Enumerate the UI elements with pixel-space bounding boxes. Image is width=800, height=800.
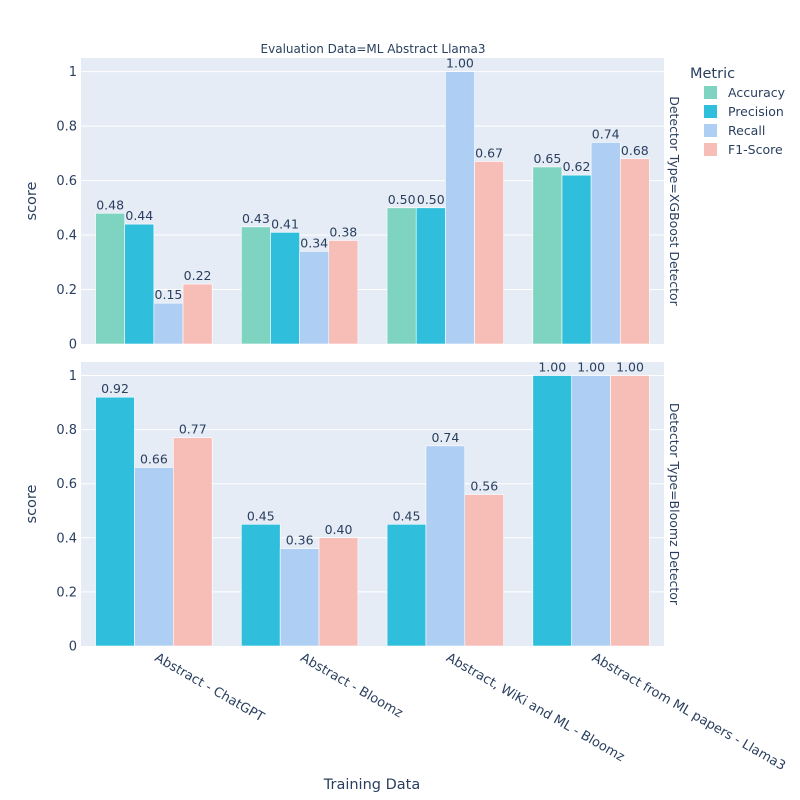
data-label: 0.40 (325, 522, 353, 537)
bar-precision (270, 232, 300, 345)
bar-recall (279, 548, 320, 647)
y-axis-title: score (24, 181, 40, 220)
data-label: 0.68 (621, 143, 649, 158)
legend-title: Metric (690, 66, 735, 82)
bar-precision (241, 523, 281, 647)
data-label: 0.92 (101, 381, 129, 396)
data-label: 0.66 (140, 451, 168, 466)
panel-0: 00.20.40.60.810.480.440.150.220.43 0.410.… (24, 56, 682, 353)
bar-accuracy (241, 226, 271, 345)
y-tick-label: 0.8 (56, 423, 77, 438)
data-label: 0.77 (179, 422, 207, 437)
data-label: 0.44 (125, 208, 153, 223)
data-label: 1.00 (577, 360, 605, 375)
x-axis: Abstract - ChatGPT Abstract - Bloomz Abstr… (152, 650, 788, 773)
y-tick-label: 1 (69, 369, 77, 384)
bar-recall (445, 71, 475, 345)
data-label: 0.43 (242, 211, 270, 226)
bar-recall (153, 302, 184, 345)
legend-swatch-recall (704, 124, 717, 137)
y-tick-label: 0.2 (56, 585, 77, 600)
bar-recall (571, 375, 611, 647)
y-tick-label: 1 (69, 65, 77, 80)
bar-f1-score (610, 375, 650, 647)
data-label: 1.00 (538, 360, 566, 375)
legend-label: F1-Score (728, 142, 783, 157)
legend-swatch-precision (704, 105, 717, 118)
bar-f1-score (328, 240, 359, 345)
bar-f1-score (173, 437, 213, 647)
panel-1: 0 0.2 0.4 0.6 0.8 1 0.92 0.66 0.77 0.45 0.36 0.40 0.… (24, 360, 682, 655)
y-tick-label: 0.6 (56, 174, 77, 189)
bar-recall (299, 251, 330, 345)
x-tick-label: Abstract - Bloomz (298, 650, 406, 721)
data-label: 0.74 (592, 126, 620, 141)
bar-recall (425, 445, 466, 647)
legend-label: Precision (728, 104, 784, 119)
bar-precision (124, 223, 155, 345)
bar-precision (561, 174, 592, 345)
bar-f1-score (182, 283, 213, 345)
bar-accuracy (386, 207, 417, 345)
bar-recall (134, 467, 174, 647)
y-tick-label: 0.2 (56, 283, 77, 298)
data-label: 0.67 (475, 146, 503, 161)
data-label: 0.50 (417, 192, 445, 207)
bar-precision (415, 207, 446, 345)
data-label: 0.65 (533, 151, 561, 166)
legend: Metric Accuracy Precision Recall F1-Score (690, 66, 786, 157)
facet-label: Detector Type=Bloomz Detector (667, 403, 682, 606)
bar-precision (532, 375, 572, 647)
bar-f1-score (464, 494, 504, 647)
data-label: 0.56 (470, 479, 498, 494)
bar-accuracy (95, 212, 126, 345)
y-tick-label: 0 (69, 640, 77, 655)
y-tick-label: 0.4 (56, 531, 77, 546)
data-label: 0.50 (388, 192, 416, 207)
y-tick-label: 0.4 (56, 229, 77, 244)
bar-f1-score (318, 537, 359, 647)
bar-precision (95, 396, 135, 647)
data-label: 0.45 (247, 508, 275, 523)
data-label: 0.15 (155, 287, 183, 302)
y-tick-label: 0.6 (56, 477, 77, 492)
data-label: 1.00 (616, 360, 644, 375)
data-label: 0.48 (96, 197, 124, 212)
bar-f1-score (474, 161, 504, 345)
bar-recall (590, 142, 621, 345)
legend-label: Recall (728, 123, 765, 138)
data-label: 1.00 (446, 56, 474, 71)
y-tick-label: 0.8 (56, 120, 77, 135)
facet-label: Detector Type=XGBoost Detector (667, 96, 682, 306)
y-tick-label: 0 (69, 338, 77, 353)
bar-f1-score (619, 158, 650, 345)
x-tick-label: Abstract - ChatGPT (152, 650, 267, 725)
legend-swatch-accuracy (704, 86, 717, 99)
data-label: 0.38 (329, 224, 357, 239)
data-label: 0.22 (184, 268, 212, 283)
data-label: 0.41 (271, 216, 299, 231)
chart-title: Evaluation Data=ML Abstract Llama3 (261, 42, 486, 56)
data-label: 0.62 (563, 159, 591, 174)
bar-accuracy (532, 166, 563, 345)
legend-swatch-f1-score (704, 143, 717, 156)
x-axis-title: Training Data (323, 777, 420, 793)
data-label: 0.36 (286, 533, 314, 548)
data-label: 0.74 (431, 430, 459, 445)
data-label: 0.34 (300, 235, 328, 250)
data-label: 0.45 (393, 508, 421, 523)
y-axis-title: score (24, 484, 40, 523)
legend-label: Accuracy (728, 85, 786, 100)
bar-precision (386, 523, 427, 647)
chart-panels: 00.20.40.60.810.480.440.150.220.43 0.410.… (24, 56, 788, 774)
